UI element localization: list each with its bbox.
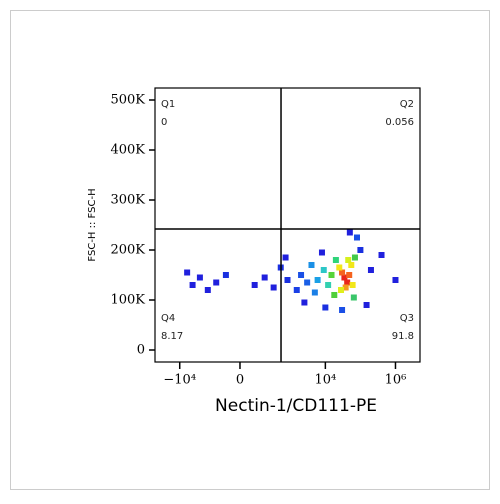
plot-frame [154, 87, 421, 363]
event-point [282, 254, 289, 261]
event-point [339, 307, 346, 313]
event-point [346, 229, 353, 236]
panel-border [10, 10, 490, 490]
event-point [293, 287, 300, 293]
event-point [341, 274, 348, 281]
x-tick-label: 10⁴ [314, 373, 336, 388]
event-point [353, 234, 360, 241]
event-point [189, 282, 196, 288]
quadrant-name: Q1 [161, 99, 175, 110]
event-point [196, 274, 203, 281]
quadrant-name: Q3 [400, 313, 414, 324]
quadrant-name: Q2 [400, 99, 414, 110]
event-point [378, 252, 385, 258]
event-point [367, 267, 374, 273]
quadrant-percent: 0 [161, 117, 167, 128]
y-axis-label: FSC-H :: FSC-H [87, 188, 98, 261]
quadrant-percent: 8.17 [161, 331, 183, 342]
x-tick-label: −10⁴ [163, 373, 196, 388]
y-tick-label: 0 [137, 343, 145, 358]
event-point [344, 279, 351, 286]
event-point [322, 304, 329, 311]
event-point [301, 299, 308, 306]
quadrant-percent: 0.056 [385, 117, 414, 128]
event-point [270, 284, 277, 291]
event-point [332, 257, 339, 263]
x-tick-label: 10⁶ [385, 373, 407, 388]
event-point [314, 277, 321, 283]
event-point [308, 262, 315, 268]
event-point [363, 302, 370, 308]
event-point [350, 294, 357, 301]
plot-area [184, 229, 399, 313]
event-point [338, 287, 345, 293]
y-tick-label: 100K [110, 293, 145, 308]
event-point [328, 272, 335, 278]
event-point [349, 282, 356, 288]
event-point [339, 269, 346, 276]
event-point [351, 254, 358, 261]
event-point [345, 257, 352, 263]
event-point [184, 269, 191, 276]
event-point [298, 272, 305, 278]
event-point [304, 279, 311, 286]
y-tick-label: 300K [110, 193, 145, 208]
event-point [213, 279, 220, 286]
quadrant-percent: 91.8 [392, 331, 414, 342]
y-tick-label: 200K [110, 243, 145, 258]
event-point [336, 264, 343, 271]
event-point [348, 262, 355, 268]
event-point [346, 272, 353, 278]
event-point [222, 272, 229, 278]
event-point [261, 274, 268, 281]
y-tick-label: 500K [110, 93, 145, 108]
event-point [320, 267, 327, 273]
event-point [357, 247, 364, 253]
event-point [342, 284, 349, 291]
event-point [318, 249, 325, 256]
event-point [311, 289, 318, 296]
event-point [392, 277, 399, 283]
y-tick-label: 400K [110, 143, 145, 158]
x-axis-label: Nectin-1/CD111-PE [215, 396, 377, 416]
event-point [325, 282, 332, 288]
x-tick-label: 0 [236, 373, 244, 388]
event-point [251, 282, 258, 288]
event-point [331, 292, 338, 298]
event-point [204, 287, 211, 293]
quadrant-name: Q4 [161, 313, 175, 324]
event-point [284, 277, 291, 283]
